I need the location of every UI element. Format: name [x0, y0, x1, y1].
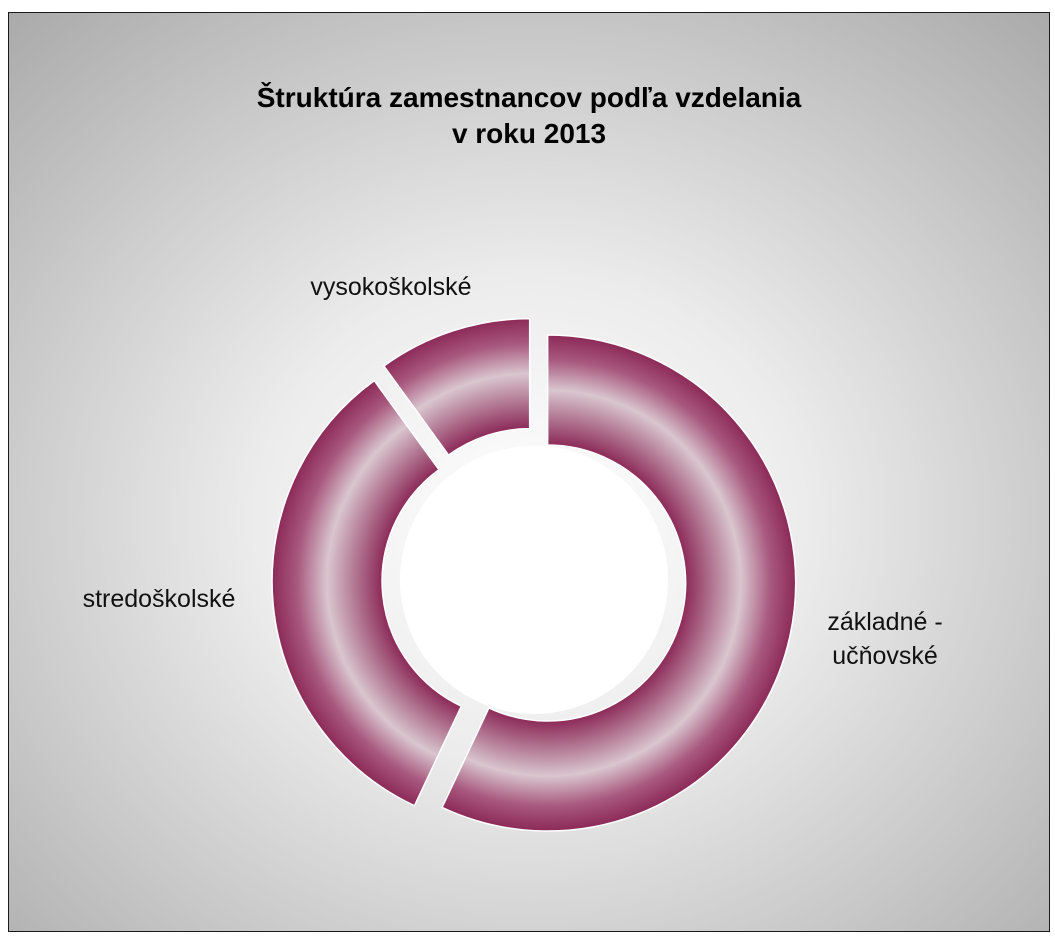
- doughnut-hole: [400, 446, 668, 714]
- chart-frame: Štruktúra zamestnancov podľa vzdelania v…: [8, 12, 1050, 932]
- slice-2: [271, 379, 463, 807]
- slice-3: [382, 317, 531, 457]
- slice-label-1: základné - učňovské: [827, 608, 942, 670]
- chart-title-line-2: v roku 2013: [452, 118, 606, 149]
- slice-label-line: vysokoškolské: [310, 273, 471, 301]
- slice-1: [441, 334, 797, 832]
- slice-label-line: základné -: [827, 608, 942, 636]
- doughnut-chart: Štruktúra zamestnancov podľa vzdelania v…: [9, 13, 1049, 931]
- slice-label-line: stredoškolské: [83, 585, 236, 613]
- slice-label-line: učňovské: [832, 642, 938, 670]
- slice-label-3: vysokoškolské: [310, 273, 471, 301]
- chart-title-line-1: Štruktúra zamestnancov podľa vzdelania: [257, 81, 802, 113]
- slice-label-2: stredoškolské: [83, 585, 236, 613]
